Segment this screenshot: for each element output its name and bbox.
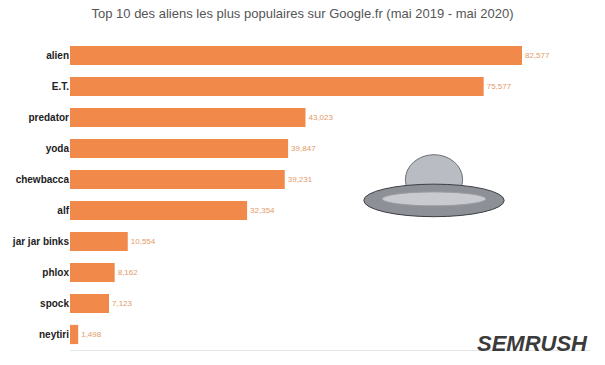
svg-text:spock: spock <box>40 298 69 309</box>
svg-text:yoda: yoda <box>46 143 70 154</box>
svg-text:32,354: 32,354 <box>250 206 275 215</box>
svg-text:alf: alf <box>57 205 69 216</box>
svg-text:SEMRUSH: SEMRUSH <box>477 331 588 356</box>
svg-text:predator: predator <box>28 112 69 123</box>
svg-text:10,554: 10,554 <box>131 237 156 246</box>
svg-text:39,847: 39,847 <box>291 144 316 153</box>
svg-text:phlox: phlox <box>42 267 69 278</box>
svg-text:82,577: 82,577 <box>525 51 550 60</box>
svg-text:chewbacca: chewbacca <box>16 174 70 185</box>
svg-text:43,023: 43,023 <box>308 113 333 122</box>
svg-text:Top 10 des aliens les plus pop: Top 10 des aliens les plus populaires su… <box>91 6 513 21</box>
svg-text:1,498: 1,498 <box>81 330 102 339</box>
svg-text:E.T.: E.T. <box>52 81 69 92</box>
svg-text:75,577: 75,577 <box>487 82 512 91</box>
svg-text:alien: alien <box>46 50 69 61</box>
svg-text:8,162: 8,162 <box>118 268 139 277</box>
svg-text:39,231: 39,231 <box>288 175 313 184</box>
svg-text:jar jar binks: jar jar binks <box>12 236 70 247</box>
svg-text:7,123: 7,123 <box>112 299 133 308</box>
svg-text:neytiri: neytiri <box>39 329 69 340</box>
